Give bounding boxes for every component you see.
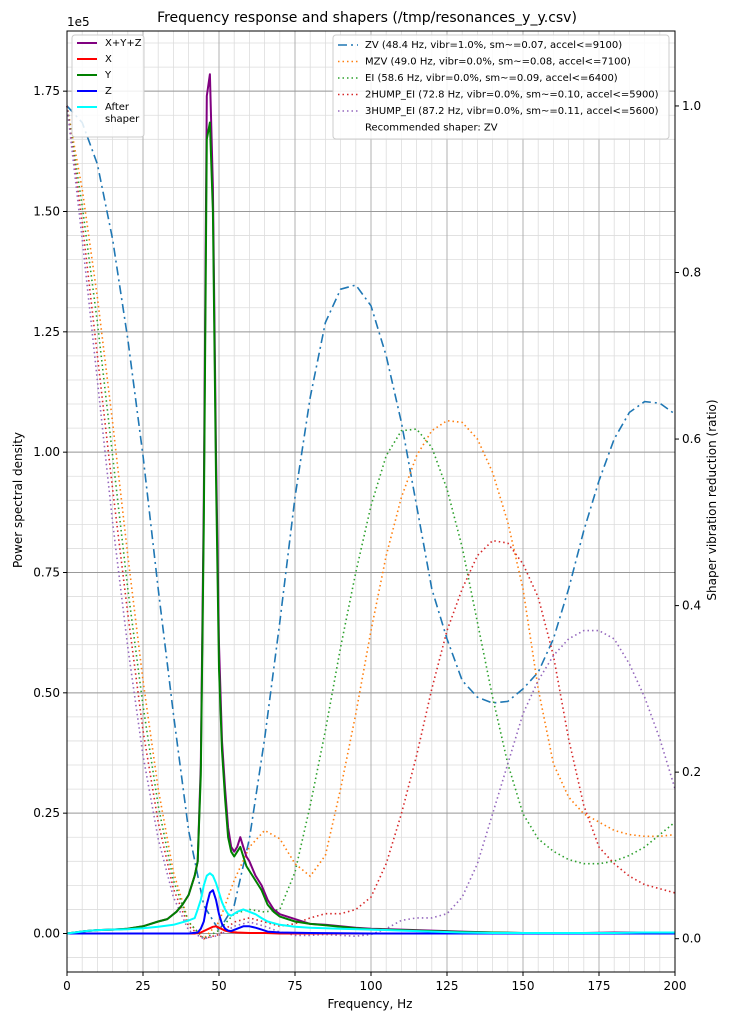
right-legend-label: EI (58.6 Hz, vibr=0.0%, sm~=0.09, accel<… (365, 73, 618, 84)
psd-line-after-shaper (66, 872, 675, 935)
y2-tick-label: 0.8 (682, 265, 701, 279)
left-legend-box (71, 34, 145, 138)
x-tick-label: 175 (588, 979, 611, 993)
x-tick-label: 125 (436, 979, 459, 993)
y2-tick-label: 0.0 (682, 932, 701, 946)
right-legend-label: ZV (48.4 Hz, vibr=1.0%, sm~=0.07, accel<… (365, 40, 622, 51)
grid-layer (66, 31, 676, 972)
y2-axis-label: Shaper vibration reduction (ratio) (705, 399, 719, 600)
right-legend-label: 2HUMP_EI (72.8 Hz, vibr=0.0%, sm~=0.10, … (365, 90, 659, 101)
recommended-shaper-note: Recommended shaper: ZV (365, 123, 498, 134)
left-legend-label: Z (105, 86, 112, 97)
y-tick-label: 0.00 (33, 926, 60, 940)
y-tick-label: 0.50 (33, 686, 60, 700)
right-legend-label: 3HUMP_EI (87.2 Hz, vibr=0.0%, sm~=0.11, … (365, 106, 659, 117)
shaper-line-2hump-ei (66, 105, 676, 940)
y-axis-multiplier: 1e5 (67, 15, 90, 29)
y-tick-label: 1.25 (33, 325, 60, 339)
x-tick-label: 50 (211, 979, 226, 993)
right-legend-label: MZV (49.0 Hz, vibr=0.0%, sm~=0.08, accel… (365, 57, 631, 68)
shaper-line-3hump-ei (66, 105, 676, 940)
series-layer (66, 73, 676, 940)
shaper-line-ei (66, 105, 676, 940)
y-tick-label: 0.75 (33, 565, 60, 579)
left-legend-label: shaper (105, 114, 140, 125)
chart-title: Frequency response and shapers (/tmp/res… (157, 10, 577, 26)
y2-tick-label: 1.0 (682, 99, 701, 113)
axis-layer: 0 25 50 75 100 125 150 175 200 0.00 0.25 0.50 0.75 1.… (33, 84, 701, 993)
y2-tick-label: 0.2 (682, 765, 701, 779)
left-legend-label: X+Y+Z (105, 38, 142, 49)
y-tick-label: 0.25 (33, 806, 60, 820)
x-tick-label: 75 (287, 979, 302, 993)
x-tick-label: 100 (360, 979, 383, 993)
x-tick-label: 150 (512, 979, 535, 993)
left-legend-label: After (105, 102, 130, 113)
y2-tick-label: 0.4 (682, 599, 701, 613)
psd-line-z (67, 889, 675, 935)
left-legend-label: Y (104, 70, 112, 81)
y-tick-label: 1.00 (33, 445, 60, 459)
right-legend: ZV (48.4 Hz, vibr=1.0%, sm~=0.07, accel<… (332, 34, 670, 140)
y2-tick-label: 0.6 (682, 432, 701, 446)
shaper-line-zv (66, 105, 676, 932)
x-tick-label: 0 (63, 979, 71, 993)
y-tick-label: 1.50 (33, 204, 60, 218)
x-tick-label: 25 (135, 979, 150, 993)
left-legend-label: X (105, 54, 112, 65)
x-tick-label: 200 (664, 979, 687, 993)
right-legend-box (332, 34, 670, 140)
x-axis-label: Frequency, Hz (328, 997, 413, 1011)
y-tick-label: 1.75 (33, 84, 60, 98)
y-axis-label: Power spectral density (11, 432, 25, 568)
